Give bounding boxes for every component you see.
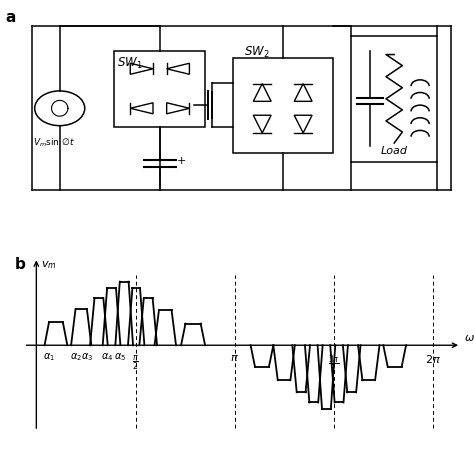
Polygon shape (130, 103, 153, 114)
Text: $\alpha_4$: $\alpha_4$ (101, 352, 113, 363)
Text: Load: Load (381, 145, 408, 156)
Polygon shape (167, 63, 190, 74)
Text: $2\pi$: $2\pi$ (426, 353, 441, 365)
Text: $\pi$: $\pi$ (230, 353, 239, 364)
Text: $\alpha_2$: $\alpha_2$ (70, 352, 82, 363)
Text: $\alpha_1$: $\alpha_1$ (43, 352, 55, 363)
Text: $\alpha_3$: $\alpha_3$ (81, 352, 93, 363)
Text: $SW_2$: $SW_2$ (244, 45, 270, 60)
Text: a: a (5, 10, 16, 25)
Text: $V_m \sin\,\varnothing t$: $V_m \sin\,\varnothing t$ (33, 137, 75, 149)
Text: $\omega t$: $\omega t$ (464, 330, 474, 343)
Bar (233, 58, 333, 153)
Text: $\frac{3\pi}{2}$: $\frac{3\pi}{2}$ (328, 353, 340, 375)
Text: $\alpha_5$: $\alpha_5$ (114, 352, 126, 363)
Polygon shape (167, 103, 190, 114)
Text: $SW_1$: $SW_1$ (117, 56, 142, 71)
Polygon shape (294, 115, 312, 133)
Text: b: b (15, 257, 26, 273)
Text: $v_m$: $v_m$ (41, 260, 56, 271)
Polygon shape (253, 115, 271, 133)
Polygon shape (130, 63, 153, 74)
Bar (351, 35, 438, 162)
Text: +: + (177, 156, 186, 167)
Bar (114, 51, 205, 127)
Polygon shape (294, 84, 312, 101)
Polygon shape (253, 84, 271, 101)
Text: $\frac{\pi}{2}$: $\frac{\pi}{2}$ (132, 353, 139, 372)
